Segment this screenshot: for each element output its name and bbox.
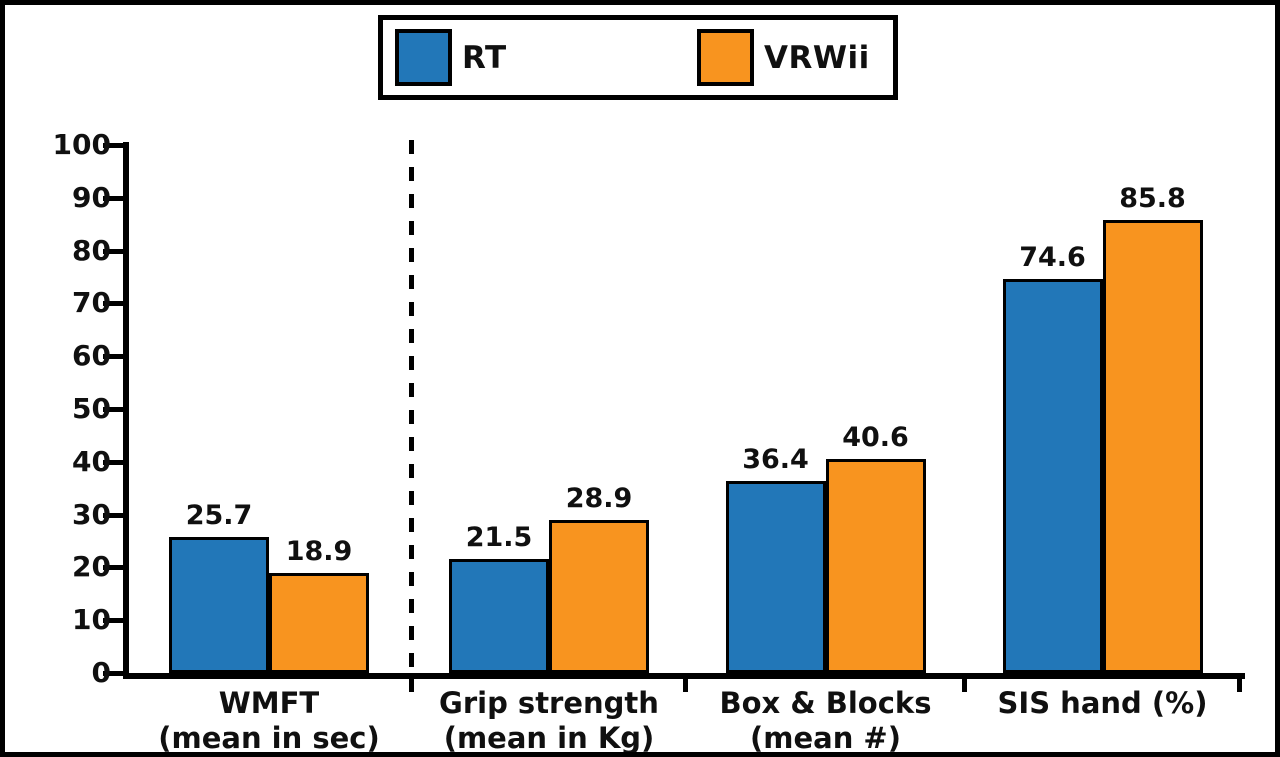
rt-swatch-icon: [395, 29, 452, 86]
y-axis-tick: [103, 195, 126, 201]
y-axis-tick: [103, 512, 126, 518]
bar-value-label: 36.4: [742, 444, 809, 475]
y-axis-tick-label: 70: [72, 286, 111, 320]
bar-rt-cat2: [725, 481, 826, 673]
x-category-label: Box & Blocks: [719, 686, 932, 720]
bar-vrwii-cat1: [549, 520, 649, 673]
y-axis-tick: [103, 301, 126, 307]
y-axis-tick-label: 30: [72, 497, 111, 531]
y-axis-tick: [103, 248, 126, 254]
bar-value-label: 28.9: [565, 483, 633, 514]
x-category-label: WMFT: [218, 686, 320, 720]
x-category-label: Grip strength: [439, 686, 659, 720]
y-axis-tick: [103, 565, 126, 571]
legend-label-vrwii: VRWii: [764, 39, 870, 76]
separator-dashed-line: [409, 140, 414, 692]
bar-vrwii-cat3: [1102, 220, 1203, 673]
vrwii-swatch-icon: [697, 29, 754, 86]
bar-value-label: 85.8: [1119, 183, 1186, 214]
x-category-label: (mean in Kg): [443, 721, 655, 755]
y-axis-tick: [103, 671, 126, 676]
y-axis-tick: [103, 407, 126, 412]
y-axis-line: [123, 142, 129, 679]
bar-rt-cat0: [169, 537, 269, 673]
x-category-label: SIS hand (%): [997, 686, 1208, 720]
y-axis-tick-label: 80: [72, 233, 111, 267]
y-axis-tick-label: 0: [91, 656, 111, 689]
y-axis-tick-label: 20: [72, 550, 111, 584]
bar-value-label: 21.5: [465, 522, 533, 553]
bar-value-label: 18.9: [285, 536, 353, 567]
y-axis-tick: [103, 354, 126, 360]
bar-vrwii-cat0: [269, 573, 369, 673]
x-category-label: (mean #): [749, 721, 901, 755]
legend: RT VRWii: [378, 15, 898, 100]
x-axis-line: [123, 673, 1245, 679]
y-axis-tick: [103, 459, 126, 465]
y-axis-tick-label: 100: [52, 128, 111, 161]
legend-item-rt: RT: [395, 20, 507, 95]
y-axis-tick-label: 90: [72, 180, 111, 214]
legend-label-rt: RT: [462, 39, 507, 76]
bar-value-label: 74.6: [1019, 242, 1086, 273]
bar-rt-cat1: [449, 559, 549, 673]
bar-value-label: 40.6: [842, 422, 909, 453]
y-axis-tick: [103, 143, 126, 148]
y-axis-tick-label: 60: [72, 339, 111, 373]
legend-item-vrwii: VRWii: [697, 20, 870, 95]
x-axis-tick: [962, 679, 967, 692]
y-axis-tick-label: 50: [72, 392, 111, 425]
x-axis-tick: [1237, 679, 1242, 692]
x-category-label: (mean in sec): [158, 721, 380, 755]
y-axis-tick-label: 40: [72, 444, 111, 478]
bar-vrwii-cat2: [825, 459, 926, 673]
x-axis-tick: [683, 679, 688, 692]
bar-value-label: 25.7: [185, 500, 253, 531]
y-axis-tick-label: 10: [72, 603, 111, 637]
bar-rt-cat3: [1002, 279, 1103, 673]
y-axis-tick: [103, 618, 126, 624]
